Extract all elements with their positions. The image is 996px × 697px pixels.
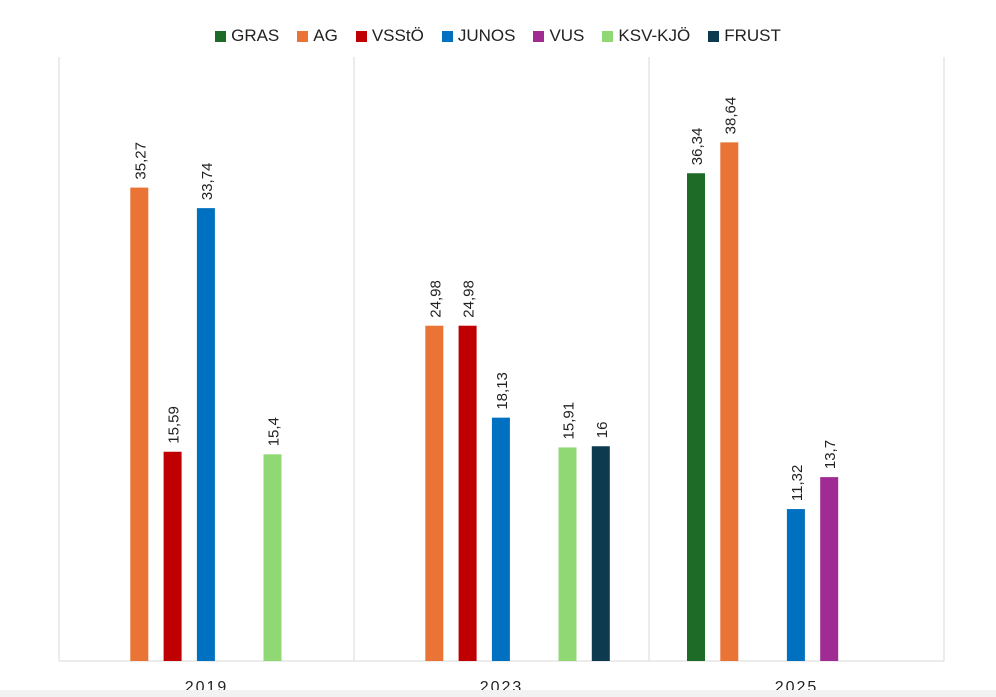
bar-junos-2025: [786, 509, 805, 661]
data-label: 33,74: [199, 163, 216, 201]
bar-vsstö-2019: [163, 451, 182, 661]
bar-gras-2025: [687, 173, 705, 661]
data-label: 15,4: [266, 417, 283, 446]
legend-item: FRUST: [708, 26, 781, 46]
legend-label: FRUST: [724, 26, 781, 45]
legend-item: JUNOS: [441, 26, 516, 46]
legend-label: AG: [313, 26, 338, 45]
bar-ksv-kjö-2023: [558, 447, 577, 661]
data-label: 18,13: [494, 372, 511, 410]
legend-item: AG: [297, 26, 338, 46]
data-label: 24,98: [461, 280, 478, 318]
data-label: 15,91: [561, 402, 578, 440]
legend-swatch: [533, 30, 545, 42]
legend-label: VUS: [549, 26, 585, 45]
legend-swatch: [441, 30, 453, 42]
legend-label: JUNOS: [457, 26, 516, 45]
bar-junos-2023: [491, 417, 510, 661]
legend-label: KSV-KJÖ: [618, 26, 691, 45]
legend-swatch: [708, 30, 720, 42]
bar-vus-2025: [820, 477, 839, 661]
data-label: 11,32: [789, 465, 806, 501]
legend-item: GRAS: [215, 26, 279, 46]
legend-swatch: [215, 30, 227, 42]
bar-frust-2023: [591, 446, 610, 661]
data-label: 35,27: [132, 142, 149, 180]
legend-label: GRAS: [231, 26, 280, 45]
bar-ag-2019: [130, 187, 149, 662]
legend: GRAS AG VSStÖ JUNOS VUS KSV-KJÖ FRUST: [0, 26, 996, 46]
data-label: 15,59: [166, 406, 183, 444]
legend-label: VSStÖ: [371, 26, 424, 45]
legend-item: VSStÖ: [355, 26, 424, 46]
bar-vsstö-2023: [458, 325, 477, 661]
legend-swatch: [297, 30, 309, 42]
bar-ksv-kjö-2019: [263, 454, 282, 661]
data-label: 36,34: [689, 128, 706, 166]
bar-junos-2019: [196, 208, 215, 661]
legend-swatch: [602, 30, 614, 42]
data-label: 13,7: [822, 440, 839, 469]
bar-ag-2023: [425, 325, 444, 661]
data-label: 38,64: [722, 97, 739, 135]
legend-item: KSV-KJÖ: [602, 26, 690, 46]
bottom-border: [0, 690, 996, 697]
bar-ag-2025: [720, 142, 739, 661]
data-label: 16: [594, 422, 611, 439]
legend-item: VUS: [533, 26, 584, 46]
data-label: 24,98: [427, 280, 444, 318]
legend-swatch: [355, 30, 367, 42]
